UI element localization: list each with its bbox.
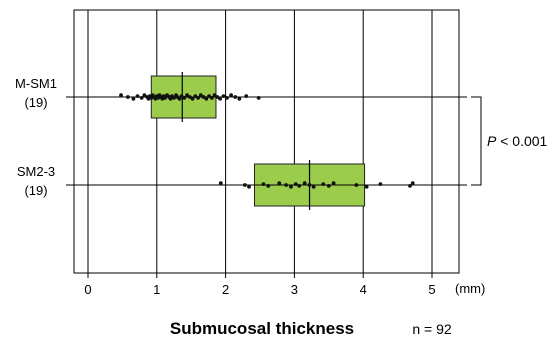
data-point xyxy=(277,181,282,186)
bracket-line xyxy=(471,96,482,186)
data-point xyxy=(218,181,223,186)
data-point xyxy=(172,96,176,100)
data-point xyxy=(193,94,198,98)
data-point xyxy=(256,96,261,100)
data-point xyxy=(229,93,234,98)
data-point xyxy=(408,184,412,188)
data-point xyxy=(364,184,369,189)
data-point xyxy=(163,96,167,100)
data-point xyxy=(289,184,293,189)
data-point xyxy=(139,96,144,100)
data-point xyxy=(196,96,200,100)
data-point xyxy=(142,93,147,98)
data-point xyxy=(215,95,220,99)
data-point xyxy=(354,183,359,187)
p-threshold: < 0.001 xyxy=(496,133,547,149)
data-point xyxy=(326,184,331,188)
plot-frame xyxy=(73,9,460,274)
data-point xyxy=(177,96,182,101)
data-point xyxy=(331,181,336,186)
data-point xyxy=(182,96,187,100)
x-tick-label: 2 xyxy=(222,282,229,297)
x-axis-unit: (mm) xyxy=(455,281,485,296)
significance-bracket: P < 0.001 xyxy=(471,96,548,186)
data-point xyxy=(261,182,266,187)
data-point xyxy=(225,96,229,100)
x-tick-label: 1 xyxy=(153,282,160,297)
data-point xyxy=(302,181,307,186)
data-point xyxy=(131,96,136,101)
data-point xyxy=(201,95,206,99)
data-point xyxy=(185,93,189,98)
data-point xyxy=(212,93,217,98)
data-point xyxy=(204,96,209,101)
x-tick-label: 3 xyxy=(291,282,298,297)
data-point xyxy=(209,96,214,100)
data-point xyxy=(119,93,123,98)
category-count: (19) xyxy=(24,95,47,110)
data-point xyxy=(247,184,251,189)
gridlines xyxy=(87,10,433,273)
data-point xyxy=(242,183,247,187)
x-tick-label: 5 xyxy=(428,282,435,297)
data-point xyxy=(378,182,383,187)
data-point xyxy=(297,184,302,188)
data-point xyxy=(266,184,271,188)
data-point xyxy=(237,96,242,101)
data-point xyxy=(207,94,211,98)
box-group xyxy=(66,72,467,122)
data-point xyxy=(190,96,195,101)
data-point xyxy=(218,96,222,101)
data-point xyxy=(179,94,184,98)
data-point xyxy=(307,183,312,187)
data-point xyxy=(293,182,298,187)
sample-size-label: n = 92 xyxy=(412,321,452,337)
data-point xyxy=(311,184,316,189)
data-point xyxy=(244,94,249,98)
x-tick-label: 4 xyxy=(360,282,367,297)
data-point xyxy=(410,181,415,186)
data-point xyxy=(135,94,140,98)
data-point xyxy=(198,93,203,98)
p-symbol: P xyxy=(487,133,497,149)
data-point xyxy=(126,95,130,99)
category-name: SM2-3 xyxy=(17,164,55,179)
box-group xyxy=(66,160,467,210)
x-axis-title: Submucosal thickness xyxy=(170,319,354,338)
p-value-label: P < 0.001 xyxy=(487,133,548,149)
plot-area xyxy=(66,9,467,274)
data-point xyxy=(284,183,289,187)
x-axis-ticks: 0 1 2 3 4 5 xyxy=(84,273,436,297)
box-groups xyxy=(66,72,467,210)
data-point xyxy=(221,94,226,98)
category-name: M-SM1 xyxy=(15,76,57,91)
data-point xyxy=(321,182,326,187)
data-point xyxy=(233,95,238,99)
data-point xyxy=(187,95,192,99)
x-tick-label: 0 xyxy=(84,282,91,297)
category-count: (19) xyxy=(24,183,47,198)
category-labels: M-SM1 (19) SM2-3 (19) xyxy=(15,76,57,198)
